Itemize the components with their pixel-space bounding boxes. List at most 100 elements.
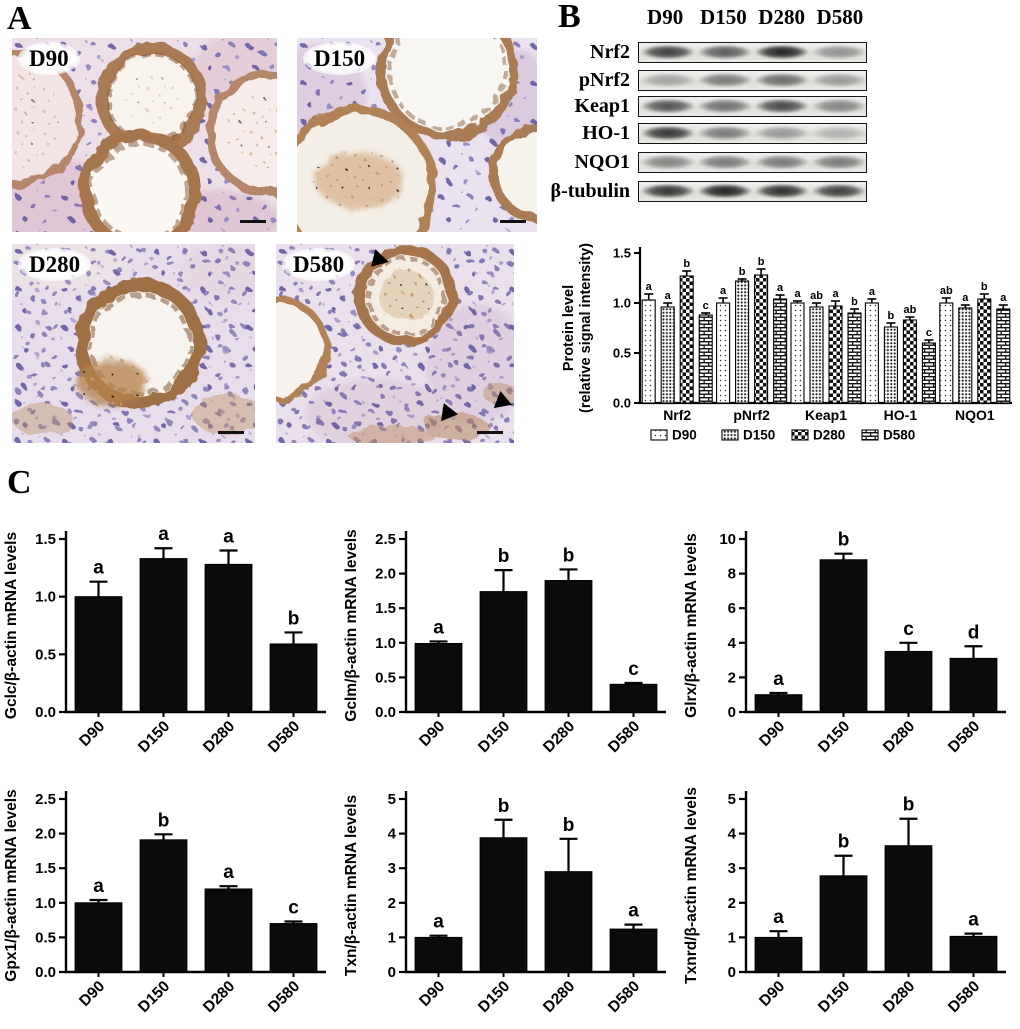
x-tick-label: D90 (76, 978, 108, 1010)
sig-letter: b (563, 815, 575, 836)
y-tick-label: 4 (728, 826, 737, 843)
gclc-chart: 0.0 0.5 1.0 1.5 a D90 a D150 a D280 b D580 Gclc/β-ac… (3, 524, 326, 756)
bar (74, 596, 123, 713)
y-axis-label: Gclm/β-actin mRNA levels (343, 529, 360, 721)
blot-band (813, 184, 866, 198)
sig-letter: a (773, 907, 784, 928)
blot-band (756, 73, 809, 87)
y-tick-label: 0.0 (35, 704, 56, 721)
blot-lane-headers: D90 D150 D280 D580 (636, 5, 869, 30)
bar (754, 274, 769, 404)
chart-txn: 0 1 2 3 4 5 a D90 b D150 b D280 a D580 Txn/β-actin mRN… (343, 791, 666, 1016)
sig-letter: a (720, 285, 727, 297)
blot-band (641, 45, 694, 59)
legend-label: D150 (743, 428, 775, 443)
x-tick-label: D280 (200, 978, 238, 1016)
sig-letter: a (93, 558, 104, 579)
y-tick-label: 2 (388, 895, 396, 912)
blot-band (698, 184, 751, 198)
bar (641, 299, 656, 404)
sig-letter: b (981, 281, 988, 293)
bar (902, 319, 917, 404)
sig-letter: d (968, 622, 980, 643)
sig-letter: a (93, 876, 104, 897)
bar (958, 307, 973, 404)
sig-letter: a (158, 524, 169, 545)
bar (884, 650, 933, 713)
ihc-image-d580: D580 (276, 244, 514, 443)
y-tick-label: 0 (728, 704, 736, 721)
blot-band (756, 155, 809, 169)
bar (269, 643, 318, 713)
legend-label: D580 (883, 428, 915, 443)
sig-letter: a (665, 290, 672, 302)
ihc-photo-d150 (297, 38, 537, 232)
sig-letter: a (777, 282, 784, 294)
bar (609, 683, 658, 713)
sig-letter: ab (940, 285, 953, 297)
blot-band (813, 45, 866, 59)
sig-letter: b (903, 795, 915, 816)
ihc-label-d90: D90 (18, 42, 80, 75)
x-tick-label: D280 (200, 718, 238, 756)
x-tick-label: D280 (540, 718, 578, 756)
blot-band (641, 73, 694, 87)
y-tick-label: 0.0 (35, 964, 56, 981)
y-tick-label: 1.5 (613, 246, 631, 261)
x-tick-label: D580 (605, 718, 643, 756)
x-tick-label: D280 (540, 978, 578, 1016)
legend-swatch (791, 429, 809, 441)
sig-letter: a (869, 286, 876, 298)
ihc-image-d280: D280 (12, 244, 255, 443)
y-tick-label: 2.0 (375, 566, 396, 583)
x-tick-label: D580 (265, 978, 303, 1016)
y-tick-label: 2.5 (375, 531, 396, 548)
sig-letter: c (628, 659, 639, 680)
sig-letter: b (851, 296, 858, 308)
group-label: pNrf2 (733, 407, 770, 423)
scale-bar (218, 431, 244, 434)
bar (939, 302, 954, 404)
legend-item: D90 (650, 428, 697, 443)
y-tick-label: 5 (728, 791, 736, 808)
bar (754, 694, 803, 713)
x-tick-label: D580 (605, 978, 643, 1016)
bar (773, 298, 788, 404)
legend-swatch (650, 429, 668, 441)
group-label: Nrf2 (663, 407, 691, 423)
legend-label: D90 (672, 428, 697, 443)
sig-letter: c (288, 897, 299, 918)
scale-bar (240, 220, 266, 223)
bar (544, 580, 593, 713)
blot-band (698, 155, 751, 169)
sig-letter: ab (903, 304, 916, 316)
glrx-chart: 0 2 4 6 8 10 a D90 b D150 c D280 d D580 Glrx/β-actin m… (683, 530, 1006, 756)
sig-letter: ab (810, 290, 823, 302)
scale-bar (477, 431, 503, 434)
bar (679, 275, 694, 404)
y-axis-label: Gclc/β-actin mRNA levels (3, 532, 20, 719)
blot-band (813, 73, 866, 87)
panel-c-label: C (7, 464, 32, 501)
bar (74, 902, 123, 973)
sig-letter: b (683, 258, 690, 270)
chart-txnrd: 0 1 2 3 4 5 a D90 b D150 b D280 a D580 Txnrd/β-actin m… (683, 787, 1006, 1016)
sig-letter: b (838, 832, 850, 853)
sig-letter: a (1000, 292, 1007, 304)
legend-item: D150 (721, 428, 775, 443)
scale-bar (500, 220, 526, 223)
gclm-chart: 0.0 0.5 1.0 1.5 2.0 2.5 a D90 b D150 b D280 c D580 Gcl… (343, 529, 666, 756)
ihc-photo-d90 (12, 38, 277, 232)
y-axis-label: Txnrd/β-actin mRNA levels (683, 787, 700, 984)
bar (847, 312, 862, 404)
y-tick-label: 2.0 (35, 826, 56, 843)
sig-letter: a (433, 617, 444, 638)
sig-letter: a (433, 912, 444, 933)
sig-letter: c (903, 619, 914, 640)
x-tick-label: D90 (76, 718, 108, 750)
x-tick-label: D580 (265, 718, 303, 756)
blot-band (698, 126, 751, 140)
bar (660, 306, 675, 404)
blot-band (756, 99, 809, 113)
